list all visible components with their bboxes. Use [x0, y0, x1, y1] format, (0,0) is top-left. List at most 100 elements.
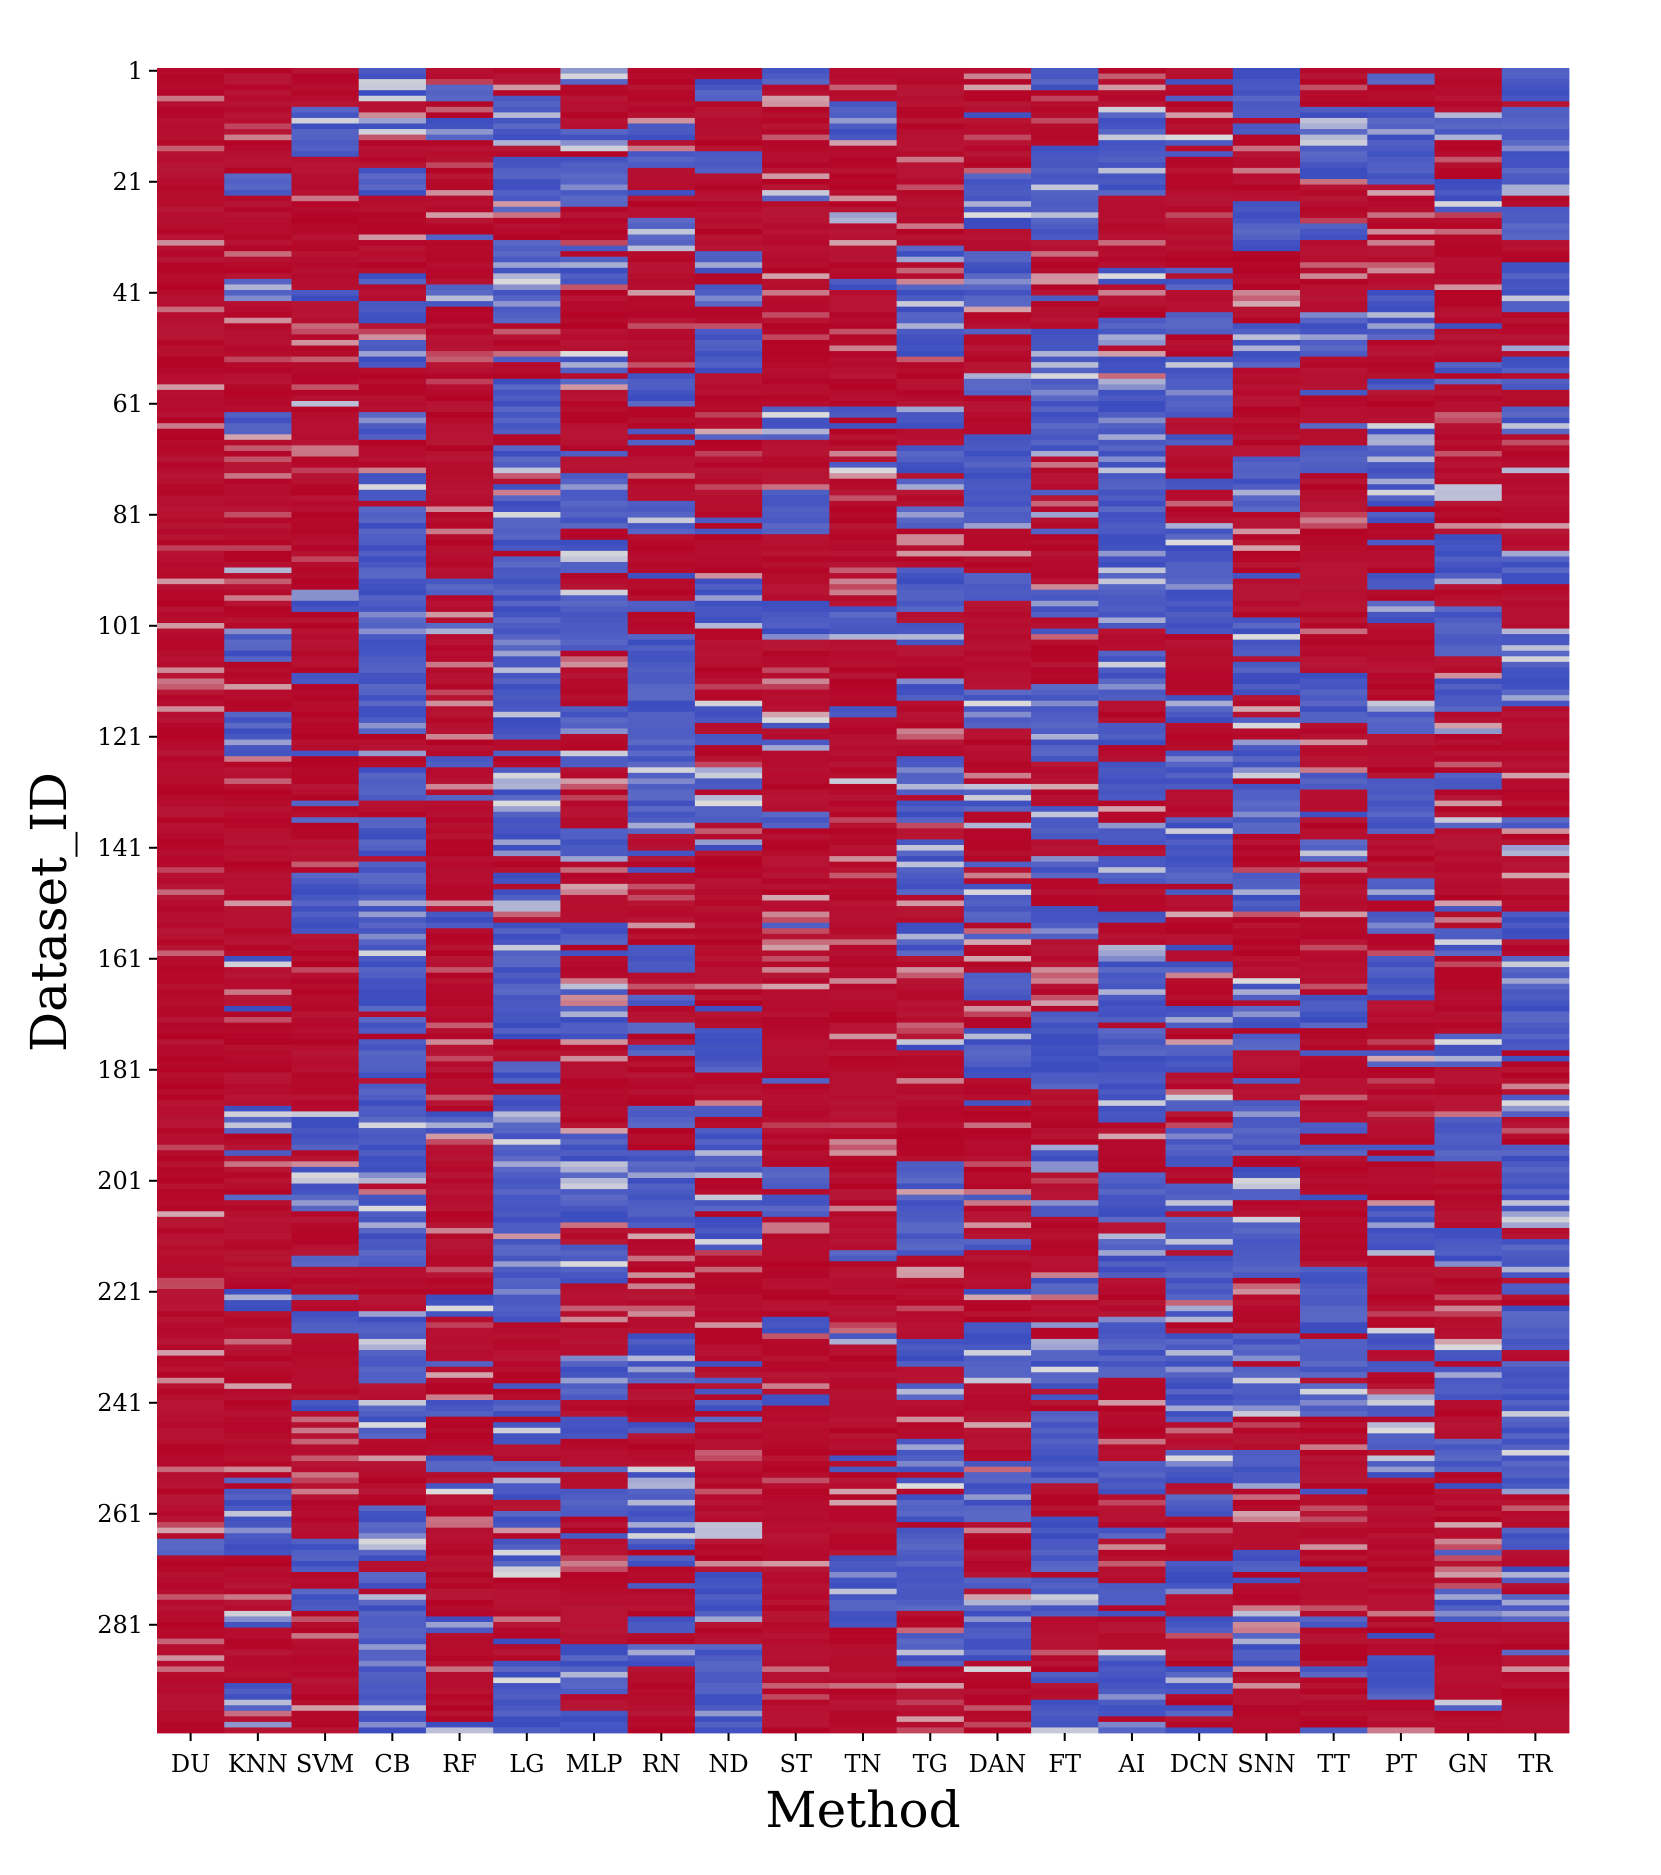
- heatmap-cell: [224, 839, 292, 846]
- heatmap-cell: [896, 972, 965, 979]
- heatmap-cell: [493, 722, 561, 729]
- heatmap-cell: [291, 978, 360, 985]
- heatmap-cell: [896, 728, 965, 735]
- heatmap-cell: [963, 856, 1032, 863]
- heatmap-cell: [829, 434, 898, 441]
- heatmap-cell: [694, 817, 763, 824]
- heatmap-cell: [762, 545, 830, 552]
- heatmap-cell: [1098, 79, 1166, 86]
- heatmap-cell: [1098, 1633, 1166, 1640]
- heatmap-cell: [694, 439, 763, 446]
- heatmap-cell: [358, 106, 427, 113]
- heatmap-cell: [896, 750, 965, 757]
- heatmap-cell: [291, 1139, 360, 1146]
- heatmap-cell: [291, 1083, 360, 1090]
- heatmap-cell: [157, 117, 225, 124]
- heatmap-cell: [1098, 550, 1166, 557]
- heatmap-cell: [358, 889, 427, 896]
- heatmap-cell: [425, 245, 494, 252]
- heatmap-cell: [560, 922, 629, 929]
- heatmap-cell: [157, 384, 225, 391]
- heatmap-cell: [694, 1000, 763, 1007]
- heatmap-cell: [493, 1311, 561, 1318]
- heatmap-cell: [224, 1583, 292, 1590]
- heatmap-cell: [1098, 822, 1166, 829]
- heatmap-cell: [560, 828, 629, 835]
- heatmap-cell: [224, 994, 292, 1001]
- heatmap-cell: [425, 423, 494, 430]
- heatmap-cell: [694, 1022, 763, 1029]
- heatmap-cell: [560, 734, 629, 740]
- heatmap-cell: [694, 1355, 763, 1362]
- heatmap-cell: [358, 206, 427, 213]
- heatmap-cell: [762, 539, 830, 546]
- heatmap-cell: [493, 1322, 561, 1329]
- heatmap-cell: [762, 384, 830, 391]
- heatmap-cell: [560, 911, 629, 918]
- heatmap-cell: [1031, 1194, 1099, 1201]
- heatmap-cell: [1165, 1050, 1234, 1057]
- heatmap-cell: [1031, 961, 1099, 968]
- heatmap-cell: [1165, 389, 1234, 396]
- heatmap-cell: [224, 711, 292, 718]
- heatmap-cell: [291, 1305, 360, 1312]
- heatmap-cell: [224, 68, 292, 74]
- heatmap-cell: [291, 1433, 360, 1440]
- heatmap-cell: [627, 1022, 696, 1029]
- heatmap-cell: [560, 1683, 629, 1689]
- heatmap-cell: [291, 1033, 360, 1040]
- heatmap-cell: [694, 73, 763, 80]
- heatmap-cell: [1165, 1716, 1234, 1723]
- heatmap-cell: [291, 1461, 360, 1467]
- heatmap-cell: [493, 1671, 561, 1678]
- heatmap-cell: [291, 1116, 360, 1123]
- heatmap-cell: [694, 1094, 763, 1101]
- heatmap-cell: [1031, 734, 1099, 740]
- heatmap-cell: [358, 1616, 427, 1623]
- heatmap-cell: [963, 1105, 1032, 1112]
- heatmap-cell: [829, 611, 898, 618]
- heatmap-cell: [493, 328, 561, 335]
- heatmap-cell: [291, 328, 360, 335]
- heatmap-cell: [1031, 395, 1099, 402]
- heatmap-cell: [829, 284, 898, 291]
- heatmap-cell: [694, 1705, 763, 1712]
- heatmap-cell: [1098, 917, 1166, 924]
- heatmap-cell: [963, 1283, 1032, 1290]
- heatmap-cell: [829, 1338, 898, 1345]
- heatmap-cell: [1232, 739, 1301, 746]
- heatmap-cell: [425, 467, 494, 474]
- heatmap-cell: [1232, 195, 1301, 202]
- heatmap-cell: [1232, 695, 1301, 702]
- heatmap-cell: [157, 1333, 225, 1340]
- heatmap-cell: [157, 650, 225, 657]
- heatmap-cell: [762, 1616, 830, 1623]
- heatmap-cell: [291, 628, 360, 635]
- heatmap-cell: [762, 201, 830, 208]
- heatmap-cell: [694, 1222, 763, 1229]
- heatmap-cell: [762, 767, 830, 774]
- heatmap-cell: [896, 573, 965, 579]
- heatmap-cell: [291, 1372, 360, 1379]
- heatmap-cell: [627, 1555, 696, 1562]
- heatmap-cell: [627, 1499, 696, 1506]
- heatmap-cell: [157, 1610, 225, 1617]
- heatmap-cell: [762, 1699, 830, 1706]
- heatmap-cell: [425, 1250, 494, 1257]
- heatmap-cell: [829, 561, 898, 568]
- heatmap-cell: [1031, 1050, 1099, 1057]
- heatmap-cell: [1031, 761, 1099, 768]
- heatmap-cell: [829, 717, 898, 724]
- heatmap-cell: [1031, 1499, 1099, 1506]
- heatmap-cell: [1098, 1727, 1166, 1734]
- heatmap-cell: [694, 911, 763, 918]
- heatmap-cell: [1232, 134, 1301, 141]
- heatmap-cell: [358, 401, 427, 407]
- heatmap-cell: [1165, 1433, 1234, 1440]
- heatmap-cell: [1232, 123, 1301, 130]
- heatmap-cell: [1031, 528, 1099, 535]
- heatmap-cell: [896, 1122, 965, 1129]
- heatmap-cell: [694, 1577, 763, 1584]
- heatmap-cell: [963, 628, 1032, 635]
